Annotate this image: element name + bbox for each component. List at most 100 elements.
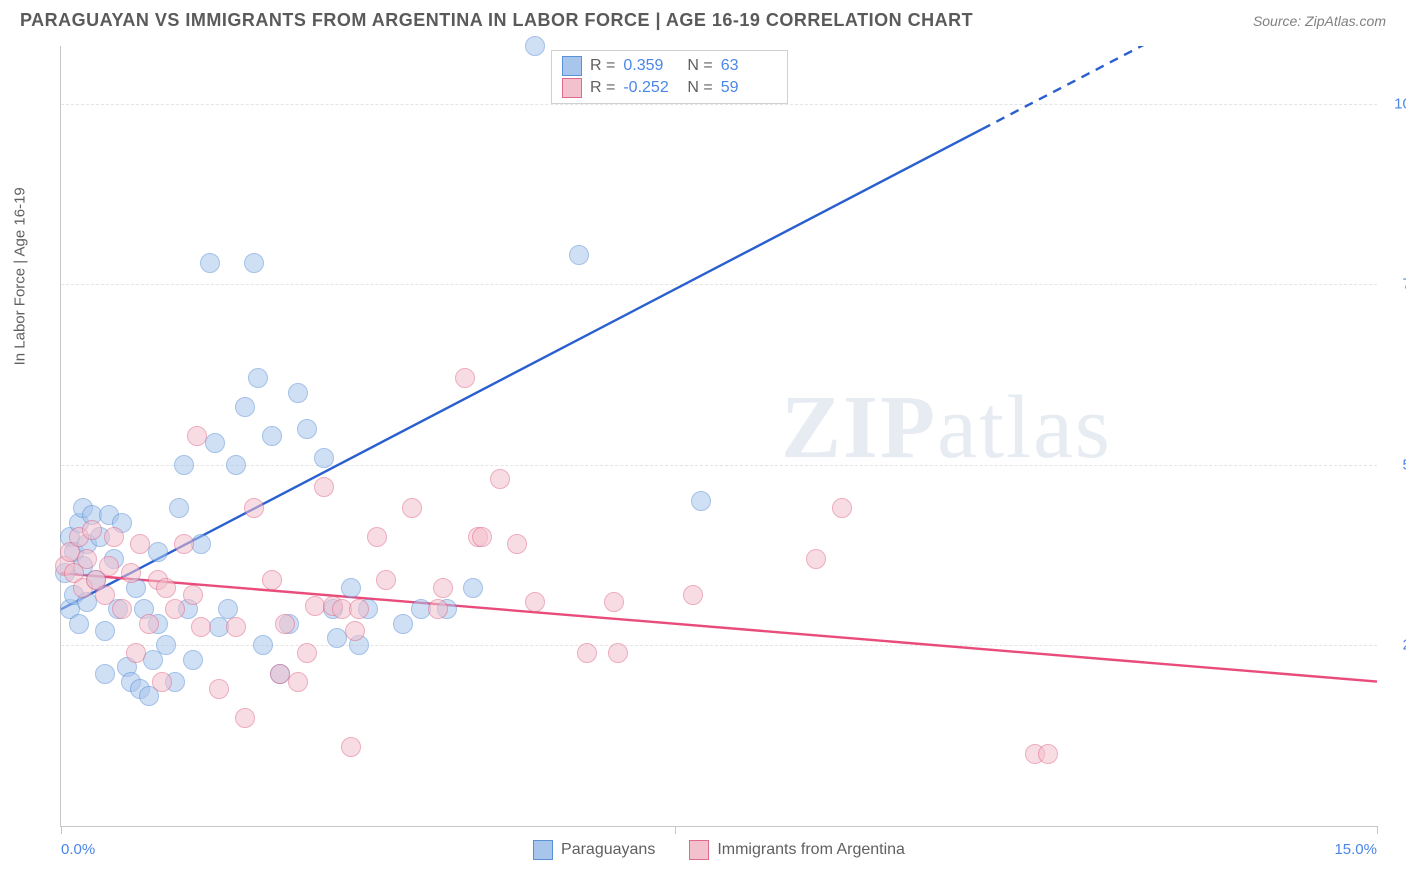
scatter-point <box>345 621 365 641</box>
legend-item: Paraguayans <box>533 840 655 860</box>
scatter-point <box>77 549 97 569</box>
scatter-point <box>121 563 141 583</box>
legend-swatch <box>562 78 582 98</box>
scatter-point <box>297 419 317 439</box>
scatter-point <box>832 498 852 518</box>
scatter-point <box>183 650 203 670</box>
scatter-point <box>226 455 246 475</box>
y-tick-label: 25.0% <box>1402 637 1406 654</box>
scatter-point <box>569 245 589 265</box>
scatter-point <box>288 672 308 692</box>
scatter-point <box>191 617 211 637</box>
y-tick-label: 100.0% <box>1394 95 1406 112</box>
scatter-point <box>126 643 146 663</box>
scatter-point <box>95 585 115 605</box>
scatter-point <box>205 433 225 453</box>
legend-n-label: N = <box>687 79 712 97</box>
scatter-point <box>165 599 185 619</box>
source-label: Source: ZipAtlas.com <box>1253 13 1386 29</box>
legend-r-value: -0.252 <box>623 79 679 97</box>
scatter-point <box>69 614 89 634</box>
scatter-point <box>187 426 207 446</box>
legend-swatch <box>689 840 709 860</box>
scatter-plot: 25.0%50.0%75.0%100.0%0.0%15.0%ZIPatlasR … <box>60 46 1377 827</box>
legend-n-value: 59 <box>721 79 777 97</box>
legend-r-label: R = <box>590 57 615 75</box>
scatter-point <box>244 253 264 273</box>
scatter-point <box>349 599 369 619</box>
scatter-point <box>112 599 132 619</box>
scatter-point <box>174 455 194 475</box>
scatter-point <box>235 397 255 417</box>
scatter-point <box>95 621 115 641</box>
scatter-point <box>297 643 317 663</box>
legend-swatch <box>533 840 553 860</box>
y-tick-label: 75.0% <box>1402 276 1406 293</box>
scatter-point <box>248 368 268 388</box>
scatter-point <box>183 585 203 605</box>
scatter-point <box>455 368 475 388</box>
scatter-point <box>139 614 159 634</box>
scatter-point <box>104 527 124 547</box>
scatter-point <box>341 737 361 757</box>
scatter-point <box>200 253 220 273</box>
gridline <box>61 465 1377 466</box>
scatter-point <box>402 498 422 518</box>
scatter-point <box>226 617 246 637</box>
scatter-point <box>209 679 229 699</box>
x-tick <box>1377 826 1378 834</box>
scatter-point <box>174 534 194 554</box>
scatter-point <box>152 672 172 692</box>
legend-series-name: Paraguayans <box>561 841 655 859</box>
scatter-point <box>191 534 211 554</box>
scatter-point <box>235 708 255 728</box>
scatter-point <box>367 527 387 547</box>
scatter-point <box>604 592 624 612</box>
scatter-point <box>490 469 510 489</box>
scatter-point <box>341 578 361 598</box>
scatter-point <box>577 643 597 663</box>
y-axis-label: In Labor Force | Age 16-19 <box>12 187 29 365</box>
scatter-point <box>393 614 413 634</box>
legend-series-name: Immigrants from Argentina <box>717 841 905 859</box>
scatter-point <box>507 534 527 554</box>
stats-legend: R =0.359N =63R =-0.252N =59 <box>551 50 788 104</box>
scatter-point <box>156 635 176 655</box>
legend-r-value: 0.359 <box>623 57 679 75</box>
legend-swatch <box>562 56 582 76</box>
watermark: ZIPatlas <box>781 376 1112 479</box>
scatter-point <box>253 635 273 655</box>
scatter-point <box>218 599 238 619</box>
scatter-point <box>691 491 711 511</box>
scatter-point <box>608 643 628 663</box>
gridline <box>61 284 1377 285</box>
scatter-point <box>428 599 448 619</box>
scatter-point <box>314 477 334 497</box>
scatter-point <box>262 570 282 590</box>
scatter-point <box>244 498 264 518</box>
scatter-point <box>433 578 453 598</box>
scatter-point <box>683 585 703 605</box>
legend-n-label: N = <box>687 57 712 75</box>
scatter-point <box>314 448 334 468</box>
x-tick <box>675 826 676 834</box>
chart-title: PARAGUAYAN VS IMMIGRANTS FROM ARGENTINA … <box>20 10 973 31</box>
legend-item: Immigrants from Argentina <box>689 840 905 860</box>
scatter-point <box>99 556 119 576</box>
scatter-point <box>472 527 492 547</box>
scatter-point <box>275 614 295 634</box>
scatter-point <box>130 534 150 554</box>
scatter-point <box>463 578 483 598</box>
y-tick-label: 50.0% <box>1402 456 1406 473</box>
scatter-point <box>525 36 545 56</box>
scatter-point <box>82 520 102 540</box>
x-tick <box>61 826 62 834</box>
scatter-point <box>169 498 189 518</box>
scatter-point <box>148 542 168 562</box>
series-legend: Paraguayans Immigrants from Argentina <box>61 840 1377 860</box>
scatter-point <box>806 549 826 569</box>
chart-container: In Labor Force | Age 16-19 25.0%50.0%75.… <box>50 46 1390 846</box>
scatter-point <box>156 578 176 598</box>
scatter-point <box>1038 744 1058 764</box>
legend-r-label: R = <box>590 79 615 97</box>
